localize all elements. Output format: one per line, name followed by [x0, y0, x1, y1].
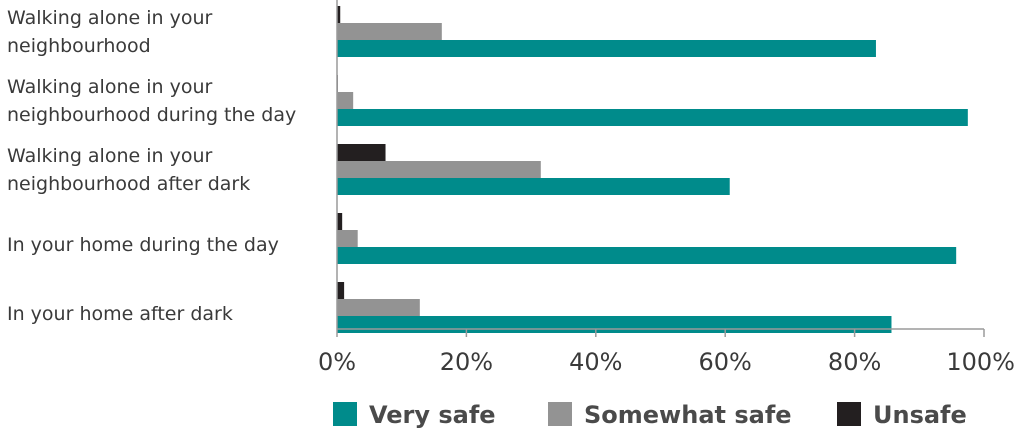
bar-somewhat-safe [337, 23, 442, 40]
bar-unsafe [337, 144, 386, 161]
x-tick-label: 60% [699, 348, 752, 376]
bars [337, 6, 968, 333]
category-labels: Walking alone in your neighbourhood Walkin… [7, 7, 296, 325]
bar-somewhat-safe [337, 92, 354, 109]
bar-very-safe [337, 109, 968, 126]
category-label: neighbourhood during the day [7, 104, 296, 126]
category-label: neighbourhood after dark [7, 173, 250, 195]
bar-very-safe [337, 178, 730, 195]
category-label: Walking alone in your [7, 145, 213, 167]
bar-somewhat-safe [337, 161, 541, 178]
category-label: In your home during the day [7, 234, 279, 256]
legend-swatch-somewhat-safe [548, 402, 572, 426]
category-label: Walking alone in your [7, 76, 213, 98]
bar-unsafe [337, 282, 345, 299]
legend-swatch-very-safe [333, 402, 357, 426]
x-tick-label: 20% [440, 348, 493, 376]
bar-somewhat-safe [337, 299, 420, 316]
bar-very-safe [337, 247, 957, 264]
bar-unsafe [337, 6, 341, 23]
x-tick-label: 100% [946, 348, 1015, 376]
legend-label: Very safe [369, 401, 496, 429]
bar-somewhat-safe [337, 230, 358, 247]
bar-very-safe [337, 316, 892, 333]
bar-very-safe [337, 40, 876, 57]
x-tick-label: 80% [828, 348, 881, 376]
x-axis-ticks: 0% 20% 40% 60% 80% 100% [318, 329, 1015, 376]
x-tick-label: 0% [318, 348, 356, 376]
bar-unsafe [337, 213, 343, 230]
legend-label: Somewhat safe [584, 401, 792, 429]
legend-label: Unsafe [873, 401, 967, 429]
category-label: In your home after dark [7, 303, 233, 325]
category-label: Walking alone in your [7, 7, 213, 29]
category-label: neighbourhood [7, 35, 151, 57]
legend: Very safe Somewhat safe Unsafe [333, 401, 967, 429]
legend-swatch-unsafe [837, 402, 861, 426]
x-tick-label: 40% [569, 348, 622, 376]
